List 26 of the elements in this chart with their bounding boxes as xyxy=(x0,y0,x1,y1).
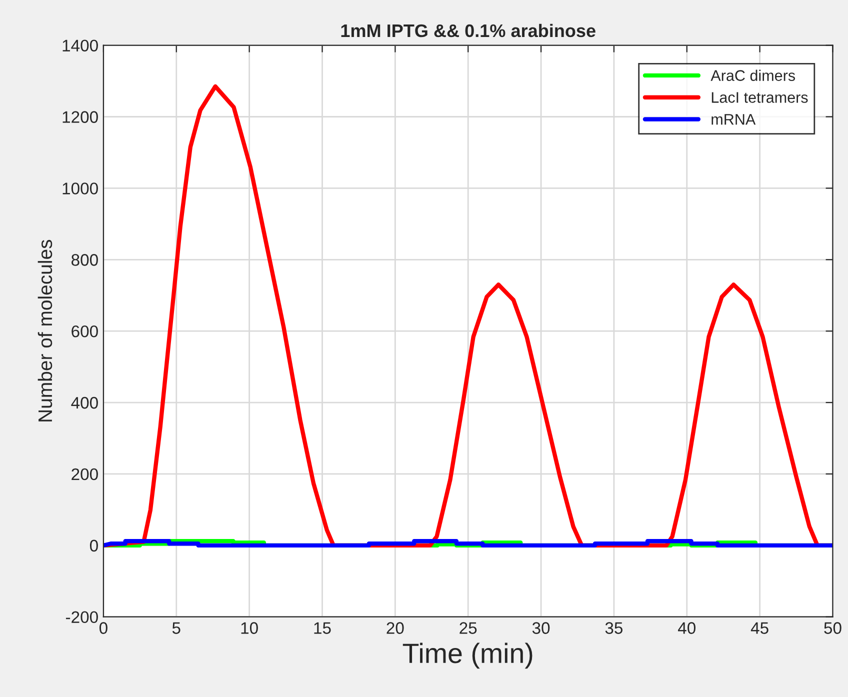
x-tick-label: 40 xyxy=(678,622,696,634)
y-tick-label: 1200 xyxy=(62,111,98,123)
y-tick-label: 200 xyxy=(72,468,98,480)
x-tick-label: 30 xyxy=(532,622,550,634)
x-tick-label: 10 xyxy=(241,622,258,634)
x-tick-label: 20 xyxy=(386,622,404,634)
x-tick-label: 35 xyxy=(605,622,623,634)
legend-label: LacI tetramers xyxy=(712,92,808,103)
legend-label: AraC dimers xyxy=(710,70,795,81)
y-tick-label: -200 xyxy=(66,611,98,624)
y-axis-title: Number of molecules xyxy=(38,240,52,422)
legend-label: mRNA xyxy=(712,114,756,125)
x-tick-label: 0 xyxy=(99,622,108,634)
x-tick-label: 50 xyxy=(824,622,842,634)
x-tick-label: 45 xyxy=(750,622,768,634)
y-tick-label: 1400 xyxy=(62,40,98,52)
chart-title: 1mM IPTG && 0.1% arabinose xyxy=(341,24,596,38)
y-tick-label: 1000 xyxy=(62,182,98,194)
y-tick-label: 600 xyxy=(72,325,98,338)
y-tick-label: 800 xyxy=(72,254,98,266)
x-axis-title: Time (min) xyxy=(402,642,532,669)
x-tick-label: 5 xyxy=(172,622,180,634)
x-tick-label: 25 xyxy=(460,622,477,634)
y-tick-label: 400 xyxy=(71,396,98,409)
x-tick-label: 15 xyxy=(314,622,331,634)
y-tick-label: 0 xyxy=(90,540,98,552)
